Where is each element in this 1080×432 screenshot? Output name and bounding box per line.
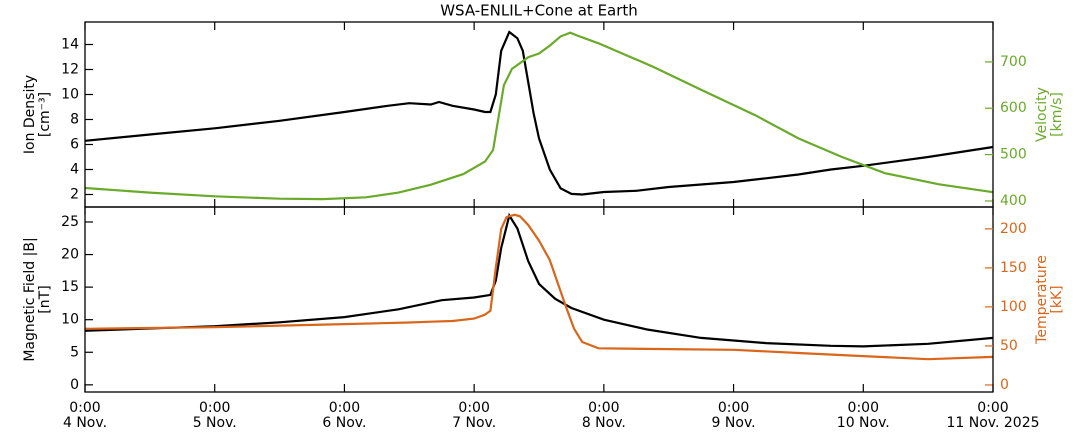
data-line (84, 31, 994, 201)
plot-frame (84, 21, 994, 208)
x-tick-label: 5 Nov. (193, 415, 237, 431)
y2-axis-label: [km/s] (1049, 92, 1065, 137)
y-tick-label: 10 (61, 87, 79, 103)
x-tick-label: 11 Nov. 2025 (946, 415, 1039, 431)
y2-tick-label: 700 (1000, 54, 1027, 70)
y2-tick-label: 200 (1000, 221, 1027, 237)
y2-tick-label: 50 (1000, 338, 1018, 354)
plot-frame (84, 206, 994, 393)
y-tick-label: 4 (70, 162, 79, 178)
x-tick-label: 8 Nov. (582, 415, 626, 431)
x-tick-label: 0:00 (977, 400, 1008, 416)
y-tick-label: 12 (61, 62, 79, 78)
data-line (84, 213, 994, 361)
y2-tick-label: 500 (1000, 147, 1027, 163)
y2-tick-label: 600 (1000, 100, 1027, 116)
y-tick-label: 20 (61, 247, 79, 263)
x-tick-label: 6 Nov. (322, 415, 366, 431)
y2-axis-label: [kK] (1049, 285, 1065, 313)
x-tick-label: 9 Nov. (712, 415, 756, 431)
x-tick-label: 0:00 (718, 400, 749, 416)
x-tick-label: 10 Nov. (837, 415, 890, 431)
data-line (84, 30, 994, 196)
y-tick-label: 6 (70, 137, 79, 153)
y-tick-label: 25 (61, 214, 79, 230)
y-axis-label: [cm⁻³] (37, 92, 53, 137)
y-axis-label: Magnetic Field |B| (22, 237, 38, 361)
x-tick-label: 0:00 (329, 400, 360, 416)
x-tick-label: 0:00 (458, 400, 489, 416)
y2-axis-label: Temperature (1034, 255, 1050, 345)
y2-tick-label: 400 (1000, 193, 1027, 209)
x-tick-label: 0:00 (588, 400, 619, 416)
y-tick-label: 0 (70, 377, 79, 393)
y-axis-label: [nT] (37, 285, 53, 313)
data-line (84, 212, 994, 348)
x-tick-label: 0:00 (199, 400, 230, 416)
y2-tick-label: 150 (1000, 260, 1027, 276)
y-tick-label: 14 (61, 37, 79, 53)
x-tick-label: 4 Nov. (63, 415, 107, 431)
y-tick-label: 10 (61, 312, 79, 328)
y-axis-label: Ion Density (22, 75, 38, 154)
y-tick-label: 8 (70, 112, 79, 128)
y2-axis-label: Velocity (1034, 87, 1050, 142)
y2-tick-label: 100 (1000, 299, 1027, 315)
y-tick-label: 2 (70, 187, 79, 203)
y2-tick-label: 0 (1000, 377, 1009, 393)
y-tick-label: 15 (61, 279, 79, 295)
x-tick-label: 0:00 (69, 400, 100, 416)
y-tick-label: 5 (70, 344, 79, 360)
chart-title: WSA-ENLIL+Cone at Earth (440, 2, 638, 20)
x-tick-label: 7 Nov. (452, 415, 496, 431)
x-tick-label: 0:00 (848, 400, 879, 416)
